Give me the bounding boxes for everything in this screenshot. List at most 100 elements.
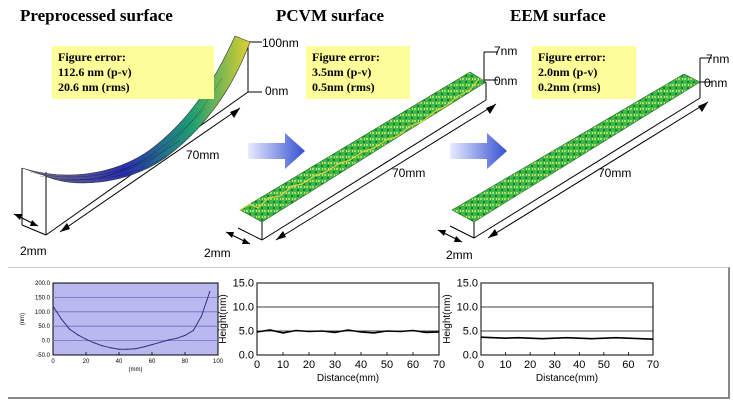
- plot-area: [480, 282, 654, 356]
- x-tick-label: 40: [355, 359, 367, 371]
- x-tick-label: 10: [499, 359, 511, 371]
- data-point: [93, 342, 95, 344]
- y-tick-label: 0.0: [239, 350, 254, 362]
- error-box-preprocessed: Figure error: 112.6 nm (p-v) 20.6 nm (rm…: [52, 46, 214, 99]
- data-point: [134, 348, 137, 350]
- y-tick-label: 50.0: [38, 324, 50, 330]
- data-point: [295, 329, 297, 332]
- data-point: [578, 337, 580, 339]
- data-point: [492, 337, 494, 339]
- x-tick-label: 0: [478, 359, 484, 371]
- y-tick-label: 10.0: [233, 302, 254, 314]
- zmax-label-preprocessed: 100nm: [262, 36, 299, 50]
- y-tick-label: 5.0: [239, 326, 254, 338]
- x-tick-label: 20: [524, 359, 536, 371]
- x-tick-label: 60: [622, 359, 634, 371]
- data-point: [517, 337, 519, 339]
- error-rms: 20.6 nm (rms): [58, 80, 130, 94]
- data-point: [200, 315, 203, 317]
- x-tick-label: 50: [598, 359, 610, 371]
- data-point: [184, 334, 186, 337]
- data-point: [603, 337, 605, 339]
- data-point: [640, 338, 642, 340]
- data-point: [118, 348, 120, 350]
- data-point: [68, 328, 71, 330]
- arrow-2: [450, 133, 507, 169]
- data-line: [52, 291, 211, 350]
- data-point: [256, 331, 258, 333]
- preprocessed-surface-3d: [13, 35, 262, 236]
- data-point: [627, 337, 630, 339]
- error-title: Figure error:: [58, 50, 126, 64]
- zmin-label-pcvm: 0nm: [494, 74, 518, 88]
- y-tick-label: 0.0: [463, 350, 478, 362]
- zmin-label-eem: 0nm: [704, 76, 728, 90]
- length-label-eem: 70mm: [598, 166, 632, 180]
- error-box-pcvm: Figure error: 3.5nm (p-v) 0.5nm (rms): [306, 46, 410, 99]
- data-point: [77, 334, 79, 336]
- x-tick-label: 80: [182, 359, 189, 365]
- plot-area: [256, 282, 440, 356]
- data-point: [566, 337, 568, 339]
- length-label-pcvm: 70mm: [392, 166, 426, 180]
- data-point: [126, 348, 128, 350]
- x-tick-label: 30: [329, 359, 341, 371]
- pcvm-surface-3d: [225, 51, 498, 245]
- y-tick-label: 5.0: [463, 326, 478, 338]
- data-point: [101, 345, 104, 347]
- panel-title-pcvm: PCVM surface: [276, 6, 385, 25]
- data-point: [554, 337, 556, 339]
- data-point: [399, 330, 401, 333]
- zmax-label-eem: 7nm: [706, 52, 730, 66]
- data-point: [321, 330, 323, 332]
- data-point: [360, 331, 362, 333]
- data-point: [425, 331, 427, 334]
- x-tick-label: 60: [407, 359, 419, 371]
- error-title: Figure error:: [312, 50, 380, 64]
- error-box-eem: Figure error: 2.0nm (p-v) 0.2nm (rms): [532, 46, 636, 99]
- x-axis-label: Distance(mm): [536, 373, 598, 384]
- data-point: [167, 339, 170, 341]
- error-pv: 112.6 nm (p-v): [58, 65, 132, 79]
- length-label-preprocessed: 70mm: [186, 148, 220, 162]
- y-tick-label: 10.0: [457, 302, 478, 314]
- data-point: [209, 291, 211, 293]
- x-tick-label: 0: [51, 359, 55, 365]
- data-point: [334, 331, 336, 334]
- width-label-pcvm: 2mm: [204, 246, 231, 260]
- x-axis-label: Distance(mm): [317, 373, 379, 384]
- data-point: [151, 344, 153, 346]
- data-point: [159, 341, 161, 343]
- zmax-label-pcvm: 7nm: [494, 44, 518, 58]
- x-axis-label: (mm): [129, 367, 143, 373]
- x-tick-label: 50: [381, 359, 393, 371]
- y-tick-label: 15.0: [457, 278, 478, 290]
- data-point: [269, 329, 271, 331]
- data-point: [412, 329, 414, 332]
- data-point: [308, 330, 310, 333]
- x-tick-label: 0: [254, 359, 260, 371]
- y-tick-label: 15.0: [233, 278, 254, 290]
- data-point: [386, 330, 388, 332]
- x-tick-label: 40: [116, 359, 123, 365]
- x-tick-label: 100: [213, 359, 224, 365]
- y-axis-label: Height(nm): [442, 294, 453, 343]
- eem-surface-3d: [437, 57, 712, 243]
- data-point: [529, 337, 531, 339]
- arrow-1: [248, 133, 305, 169]
- y-axis-label: Height(nm): [218, 294, 229, 343]
- x-tick-label: 40: [573, 359, 585, 371]
- data-point: [52, 305, 54, 307]
- y-tick-label: 100.0: [35, 310, 51, 316]
- error-pv: 3.5nm (p-v): [312, 65, 372, 79]
- x-tick-label: 20: [83, 359, 90, 365]
- panel-title-eem: EEM surface: [510, 6, 606, 25]
- zmin-label-preprocessed: 0nm: [265, 84, 289, 98]
- error-pv: 2.0nm (p-v): [538, 65, 598, 79]
- x-tick-label: 70: [433, 359, 445, 371]
- y-axis-label: (nm): [20, 313, 26, 325]
